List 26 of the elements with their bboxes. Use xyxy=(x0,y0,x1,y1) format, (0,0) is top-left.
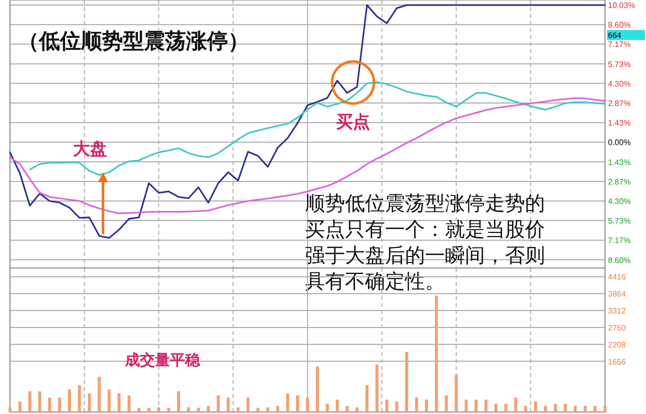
annotation: 顺势低位震荡型涨停走势的买点只有一个：就是当股价强于大盘后的一瞬间，否则具有不确定性。 xyxy=(305,191,545,293)
y-tick-label: 3312 xyxy=(608,306,626,316)
y-tick-label: 0.00% xyxy=(608,138,631,148)
y-tick-label: 10.03% xyxy=(608,1,636,10)
y-tick-label: 2760 xyxy=(608,323,626,332)
annotation: 大盘 xyxy=(73,139,107,160)
y-tick-label: 3864 xyxy=(608,290,626,299)
y-tick-label: 2.87% xyxy=(608,98,631,108)
y-tick-label: 1656 xyxy=(608,357,626,366)
text: 664 xyxy=(608,31,622,40)
y-tick-label: 5.73% xyxy=(608,216,631,226)
annotation: 买点 xyxy=(336,112,370,133)
y-tick-label: 5.73% xyxy=(608,60,631,69)
y-tick-label: 2.87% xyxy=(608,177,631,186)
y-tick-label: 7.17% xyxy=(608,40,631,50)
y-tick-label: 4416 xyxy=(608,272,626,282)
y-tick-label: 8.60% xyxy=(608,20,631,30)
y-tick-label: 8.60% xyxy=(608,256,631,265)
y-tick-label: 4.30% xyxy=(608,197,631,206)
y-tick-label: 2208 xyxy=(608,340,626,350)
y-tick-label: 1.43% xyxy=(608,158,631,167)
y-tick-label: 7.17% xyxy=(608,236,631,246)
annotation: 成交量平稳 xyxy=(124,351,201,369)
y-tick-label: 4.30% xyxy=(608,79,631,88)
y-tick-label: 1.43% xyxy=(608,118,631,128)
text: （低位顺势型震荡涨停） xyxy=(18,29,249,53)
